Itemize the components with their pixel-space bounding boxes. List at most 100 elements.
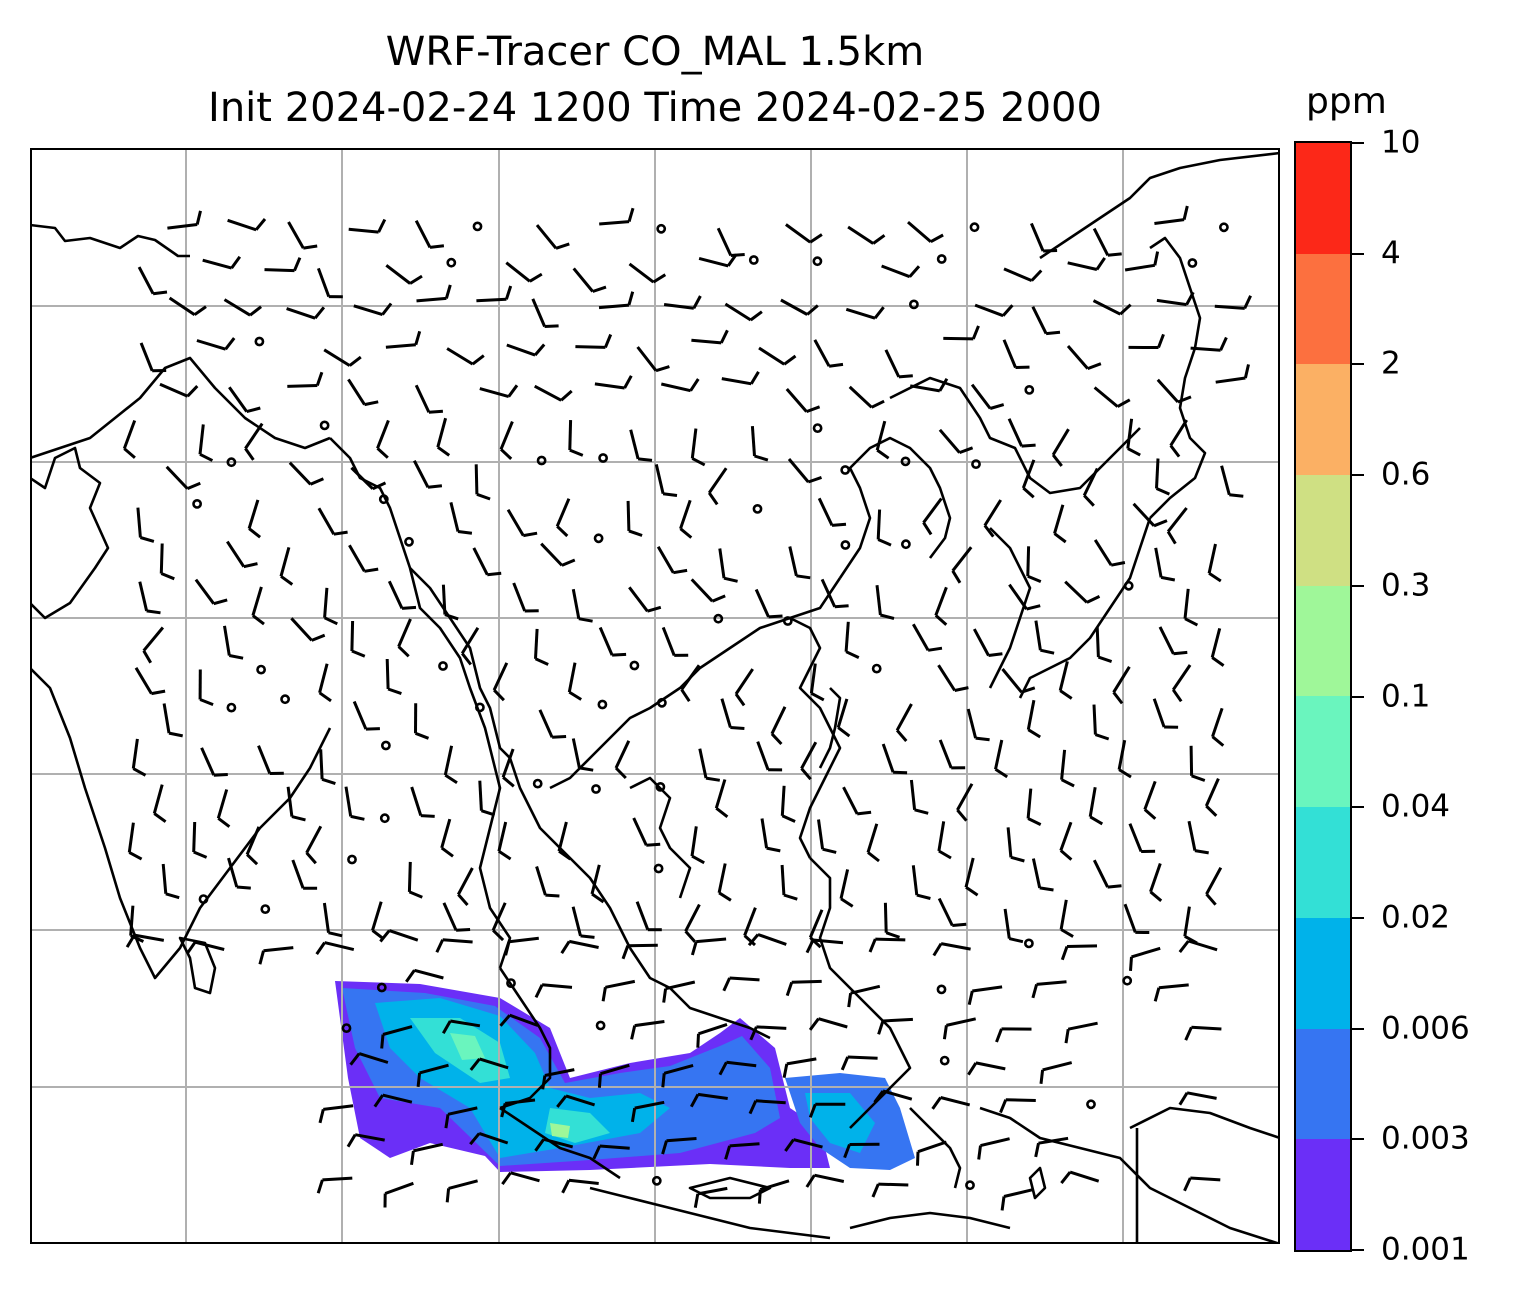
- wind-barb: [724, 302, 763, 322]
- wind-barb-feather: [822, 847, 837, 854]
- wind-barb: [1039, 1061, 1073, 1084]
- wind-barb: [469, 1057, 509, 1071]
- wind-barb-staff: [1093, 386, 1119, 408]
- wind-barb: [319, 749, 336, 786]
- wind-barb: [196, 337, 236, 351]
- wind-barb-feather: [578, 617, 593, 623]
- wind-barb-staff: [635, 901, 650, 931]
- wind-barb-feather: [305, 851, 317, 865]
- wind-barb-feather: [1060, 945, 1069, 961]
- wind-barb-feather: [379, 929, 391, 943]
- wind-barb: [288, 461, 324, 486]
- wind-barb-staff: [226, 540, 246, 568]
- calm-wind-circle: [404, 536, 414, 547]
- wind-barb-staff: [538, 709, 554, 738]
- wind-barb-staff: [1211, 707, 1224, 738]
- wind-barb: [780, 785, 796, 823]
- wind-barb-staff: [412, 460, 430, 488]
- wind-barb: [630, 1100, 665, 1123]
- wind-barb: [440, 818, 454, 858]
- wind-barb-feather: [837, 726, 851, 738]
- wind-barb: [1158, 626, 1188, 656]
- wind-barb-staff: [571, 588, 581, 619]
- wind-barb-feather: [1097, 655, 1113, 664]
- wind-barb: [540, 542, 576, 567]
- map-panel: [30, 148, 1280, 1244]
- wind-barb-staff: [911, 865, 919, 896]
- wind-barb-staff: [245, 826, 261, 856]
- wind-barb-feather: [444, 1114, 450, 1129]
- wind-barb-staff: [449, 502, 460, 532]
- wind-barb-feather: [646, 605, 662, 613]
- wind-barb-staff: [757, 933, 787, 946]
- wind-barb-staff: [845, 307, 876, 320]
- wind-barb-feather: [1083, 494, 1095, 507]
- wind-barb-feather: [132, 767, 147, 777]
- wind-barb: [1026, 699, 1041, 739]
- calm-wind-circle: [192, 498, 202, 509]
- wind-barb-staff: [691, 338, 722, 345]
- wind-barb-feather: [1208, 572, 1222, 583]
- wind-barb-staff: [972, 985, 1003, 993]
- wind-barb-feather: [719, 329, 729, 344]
- wind-barb-staff: [770, 706, 787, 735]
- wind-barb-staff: [785, 223, 812, 244]
- wind-barb-staff: [1058, 661, 1069, 691]
- wind-barb: [621, 943, 658, 960]
- wind-barb: [785, 388, 821, 414]
- tracer-concentration-shading: [335, 981, 915, 1172]
- wind-barb-staff: [478, 1131, 509, 1145]
- wind-barb-staff: [1152, 698, 1166, 728]
- wind-barb-feather: [693, 1193, 700, 1208]
- wind-barb-staff: [875, 937, 906, 942]
- wind-barb: [561, 1178, 599, 1194]
- wind-barb-staff: [875, 585, 882, 616]
- wind-barb: [469, 1131, 509, 1146]
- wind-barb-staff: [509, 1013, 539, 1027]
- calm-wind-circle: [1187, 258, 1198, 268]
- wind-barb: [376, 419, 390, 459]
- wind-barb-feather: [552, 735, 567, 739]
- colorbar-tick-label: 0.1: [1381, 678, 1431, 714]
- wind-barb: [385, 330, 422, 349]
- wind-barb-staff: [1051, 428, 1070, 456]
- wind-barb: [660, 378, 700, 393]
- wind-barb: [534, 983, 573, 999]
- wind-barb-staff: [1092, 299, 1121, 316]
- wind-barb-feather: [420, 814, 435, 818]
- wind-barb: [1031, 858, 1054, 892]
- wind-barb-feather: [999, 1099, 1008, 1114]
- wind-barb-feather: [445, 1188, 451, 1203]
- wind-barb-feather: [1045, 330, 1061, 336]
- wind-barb-staff: [397, 618, 412, 648]
- wind-barb-feather: [303, 244, 318, 250]
- wind-barb: [379, 929, 419, 943]
- wind-barb-feather: [1205, 804, 1218, 817]
- wind-barb-staff: [385, 658, 390, 690]
- wind-barb-feather: [876, 448, 890, 460]
- wind-barb-staff: [376, 419, 390, 449]
- wind-barb: [318, 663, 332, 703]
- wind-barb: [575, 333, 613, 349]
- calm-wind-circle: [446, 257, 457, 268]
- wind-barb-feather: [316, 1179, 324, 1194]
- wind-barb-staff: [785, 388, 808, 413]
- wind-barb-feather: [416, 1072, 422, 1087]
- wind-barb: [405, 968, 444, 983]
- wind-barb-staff: [1026, 788, 1033, 819]
- colorbar-tick-label: 0.3: [1381, 567, 1431, 604]
- wind-barb-staff: [501, 748, 515, 778]
- wind-barb: [707, 467, 728, 506]
- wind-barb: [817, 819, 837, 854]
- map-frame: [30, 148, 1280, 1244]
- wind-barb: [1152, 698, 1179, 729]
- wind-barb: [416, 284, 452, 303]
- wind-barb: [258, 946, 294, 965]
- wind-barb-feather: [1153, 987, 1161, 1002]
- wind-barb-staff: [970, 383, 992, 410]
- wind-barb-feather: [1110, 561, 1126, 567]
- wind-barb-staff: [446, 347, 474, 366]
- wind-barb-feather: [597, 1073, 602, 1088]
- wind-barb: [228, 386, 261, 414]
- wind-barb-feather: [502, 776, 515, 788]
